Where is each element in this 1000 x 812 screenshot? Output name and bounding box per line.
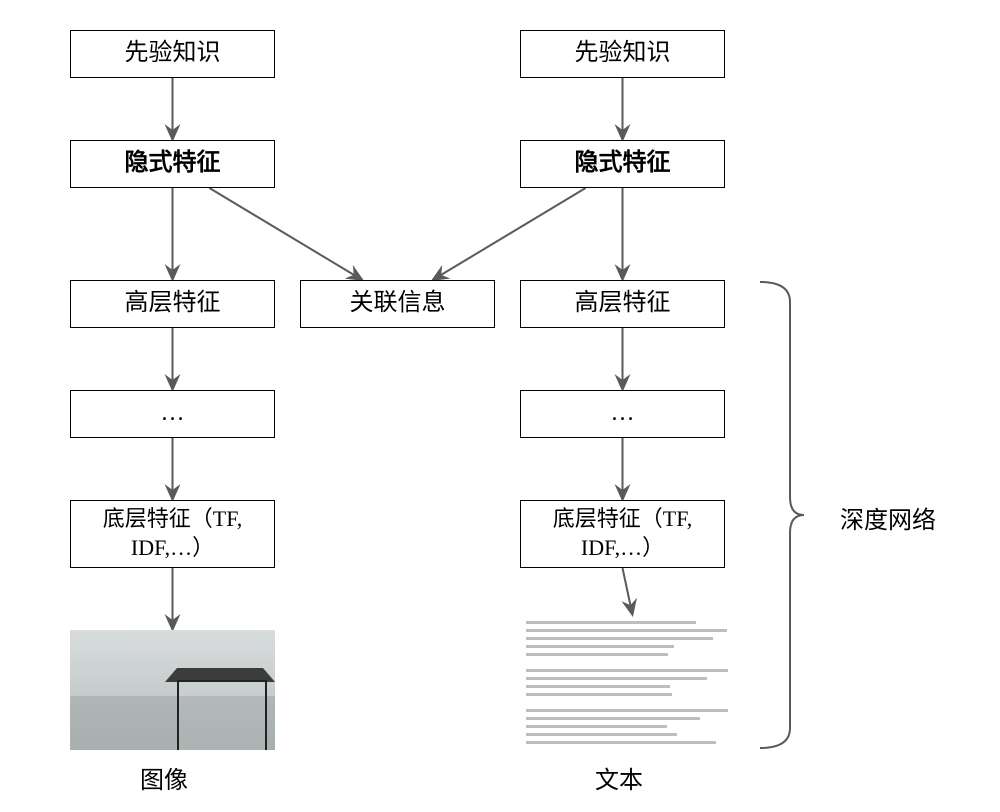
caption-text-label: 文本 [595, 760, 643, 795]
node-left-high-feature: 高层特征 [70, 280, 275, 328]
node-label: … [611, 398, 635, 429]
image-sample-placeholder [70, 630, 275, 750]
caption-text: 深度网络 [840, 508, 936, 534]
node-label: 隐式特征 [575, 148, 671, 179]
node-right-latent-feature: 隐式特征 [520, 140, 725, 188]
node-label: 高层特征 [575, 288, 671, 319]
caption-deep-network: 深度网络 [840, 500, 936, 535]
node-left-prior-knowledge: 先验知识 [70, 30, 275, 78]
text-sample-placeholder [520, 615, 745, 755]
caption-image: 图像 [140, 760, 188, 795]
node-right-low-feature: 底层特征（TF, IDF,…） [520, 500, 725, 568]
node-left-ellipsis: … [70, 390, 275, 438]
node-label: 先验知识 [575, 38, 671, 69]
node-right-high-feature: 高层特征 [520, 280, 725, 328]
node-label: … [161, 398, 185, 429]
node-association-info: 关联信息 [300, 280, 495, 328]
node-label: 隐式特征 [125, 148, 221, 179]
caption-text: 文本 [595, 768, 643, 794]
node-left-low-feature: 底层特征（TF, IDF,…） [70, 500, 275, 568]
node-label: 先验知识 [125, 38, 221, 69]
node-label: 高层特征 [125, 288, 221, 319]
node-left-latent-feature: 隐式特征 [70, 140, 275, 188]
node-label: 关联信息 [350, 288, 446, 319]
diagram-canvas: 先验知识 隐式特征 高层特征 … 底层特征（TF, IDF,…） 关联信息 先验… [0, 0, 1000, 812]
node-right-prior-knowledge: 先验知识 [520, 30, 725, 78]
node-right-ellipsis: … [520, 390, 725, 438]
node-label: 底层特征（TF, IDF,…） [529, 505, 716, 562]
caption-text: 图像 [140, 768, 188, 794]
node-label: 底层特征（TF, IDF,…） [79, 505, 266, 562]
